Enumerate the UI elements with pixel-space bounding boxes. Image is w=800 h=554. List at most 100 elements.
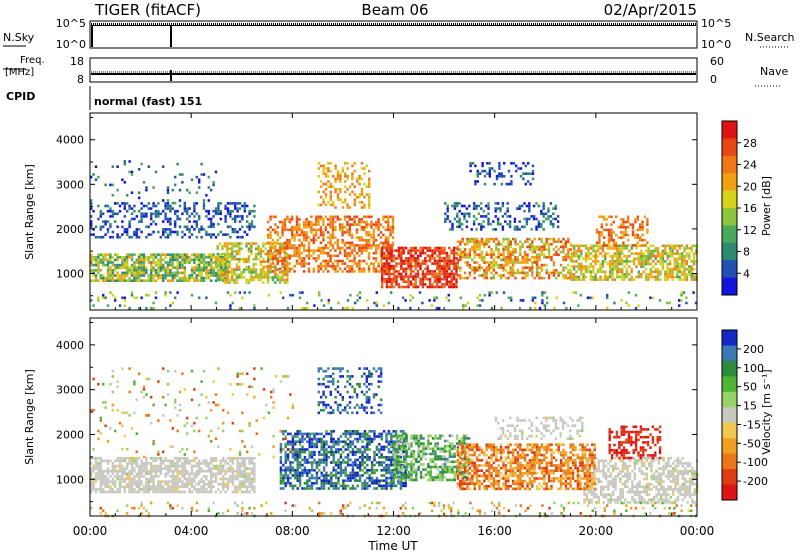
cpid-label: CPID	[6, 90, 35, 103]
data-cell	[592, 265, 595, 268]
data-cell	[253, 215, 256, 218]
data-cell	[94, 276, 98, 280]
data-cell	[523, 271, 527, 275]
data-cell	[218, 260, 222, 264]
data-cell	[343, 244, 347, 247]
data-cell	[421, 270, 425, 273]
data-cell	[595, 493, 598, 496]
data-cell	[166, 469, 170, 473]
data-cell	[324, 167, 328, 170]
data-cell	[450, 270, 453, 273]
data-cell	[111, 482, 114, 486]
data-cell	[646, 218, 649, 221]
data-cell	[363, 244, 366, 247]
data-cell	[116, 488, 119, 491]
data-cell	[195, 202, 198, 205]
data-cell	[133, 271, 136, 275]
data-cell	[385, 277, 389, 281]
data-cell	[616, 254, 619, 258]
data-cell	[404, 280, 408, 284]
data-cell	[226, 209, 230, 213]
data-cell	[643, 238, 647, 242]
data-cell	[459, 274, 462, 277]
data-cell	[668, 247, 672, 250]
data-cell	[195, 472, 198, 476]
data-cell	[226, 244, 229, 248]
data-cell	[360, 206, 364, 209]
data-cell	[276, 276, 279, 279]
data-cell	[671, 254, 674, 258]
data-cell	[622, 223, 625, 226]
data-cell	[652, 252, 655, 255]
data-cell	[307, 251, 311, 255]
data-cell	[514, 271, 517, 275]
data-cell	[494, 209, 497, 213]
data-cell	[654, 278, 657, 281]
data-cell	[264, 260, 267, 264]
data-cell	[229, 459, 232, 463]
data-cell	[198, 263, 201, 267]
data-cell	[190, 178, 194, 181]
data-cell	[483, 269, 486, 272]
data-cell	[226, 485, 230, 489]
data-cell	[390, 280, 393, 284]
data-cell	[531, 172, 535, 175]
data-cell	[174, 230, 177, 234]
data-cell	[226, 269, 230, 272]
data-cell	[637, 254, 641, 258]
data-cell	[171, 261, 174, 264]
data-cell	[346, 306, 350, 310]
data-cell	[123, 271, 126, 275]
data-cell	[487, 263, 491, 267]
data-cell	[407, 285, 410, 289]
data-cell	[629, 223, 632, 226]
data-cell	[643, 472, 646, 476]
data-cell	[310, 223, 313, 226]
data-cell	[214, 464, 218, 468]
data-cell	[657, 482, 660, 486]
data-cell	[372, 262, 375, 265]
data-cell	[493, 182, 496, 186]
data-cell	[229, 293, 232, 297]
data-cell	[135, 475, 138, 478]
data-cell	[248, 209, 251, 213]
data-cell	[339, 228, 342, 232]
data-cell	[92, 228, 95, 231]
data-cell	[106, 485, 110, 489]
data-cell	[472, 220, 476, 223]
data-cell	[238, 247, 241, 251]
data-cell	[317, 270, 320, 273]
data-cell	[348, 231, 351, 234]
data-cell	[307, 270, 311, 273]
data-cell	[445, 259, 449, 263]
data-cell	[619, 490, 622, 494]
data-cell	[562, 266, 565, 269]
colorbar-segment	[722, 277, 737, 296]
data-cell	[535, 245, 539, 249]
data-cell	[320, 185, 323, 188]
data-cell	[448, 275, 451, 278]
data-cell	[664, 490, 668, 494]
data-cell	[428, 249, 432, 252]
data-cell	[289, 293, 292, 297]
data-cell	[480, 240, 484, 243]
data-cell	[492, 240, 496, 243]
data-cell	[514, 240, 517, 243]
data-cell	[214, 256, 218, 259]
data-cell	[183, 258, 186, 262]
data-cell	[133, 462, 136, 465]
data-cell	[451, 228, 454, 231]
data-cell	[532, 204, 536, 208]
data-cell	[94, 235, 98, 239]
data-cell	[305, 238, 308, 242]
data-cell	[448, 262, 451, 265]
data-cell	[123, 467, 126, 470]
data-cell	[348, 259, 351, 263]
data-cell	[126, 228, 129, 231]
data-cell	[497, 274, 500, 277]
data-cell	[195, 212, 198, 216]
data-cell	[106, 263, 110, 267]
data-cell	[142, 464, 146, 468]
data-cell	[178, 469, 182, 473]
data-cell	[612, 244, 615, 247]
